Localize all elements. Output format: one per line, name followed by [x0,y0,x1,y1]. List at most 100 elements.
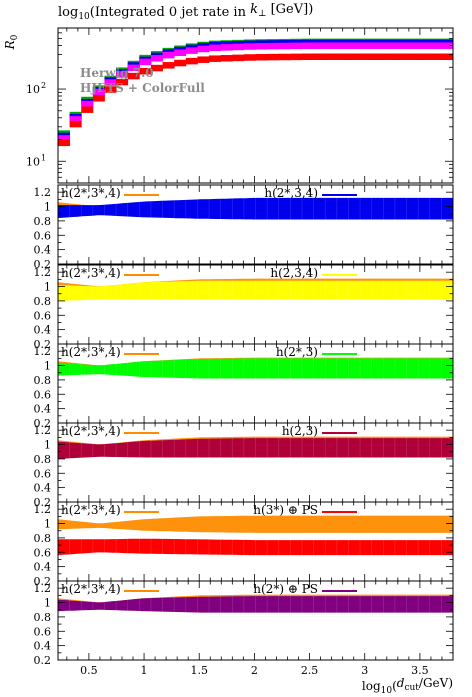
reference-band [58,515,453,533]
reference-legend-label: h(2*,3*,4) [61,345,121,359]
main-series-bar [301,53,314,61]
main-series-bar [185,47,198,54]
ratio-y-tick-label: 1.2 [34,424,52,437]
main-series-bar [301,42,314,49]
chart-title: log10(Integrated 0 jet rate in k⊥ [GeV]) [58,2,313,22]
ratio-y-tick-label: 0.2 [34,496,52,509]
series-legend-label: h(3*) ⊕ PS [253,503,318,517]
main-series-bar [278,53,291,61]
main-series-bar [325,53,338,60]
reference-legend-label: h(2*,3*,4) [61,503,121,517]
main-series-bar [278,42,291,50]
main-series-bar [92,95,105,102]
main-series-bar [255,53,268,61]
main-series-bar [360,53,373,60]
ratio-y-tick-label: 0.8 [34,215,52,228]
main-series-bar [383,42,396,49]
main-series-bar [150,64,163,72]
reference-legend-label: h(2*,3*,4) [61,424,121,438]
ratio-plot-background [58,344,453,423]
main-series-bar [348,53,361,60]
series-legend-label: h(2*,3) [276,345,318,359]
main-series-bar [104,79,117,86]
main-series-bar [313,53,326,60]
ratio-y-tick-label: 0.6 [34,388,52,401]
ratio-band [58,197,453,220]
x-tick-label: 1.5 [190,664,208,677]
main-series-bar [441,53,454,60]
main-series-bar [209,44,222,52]
main-series-bar [418,42,431,49]
ratio-y-tick-label: 0.2 [34,575,52,588]
main-series-bar [220,44,233,51]
ratio-y-tick-label: 0.6 [34,229,52,242]
main-series-bar [127,64,140,72]
x-tick-label: 1 [141,664,148,677]
series-legend-label: h(2,3) [282,424,318,438]
main-series-bar [360,42,373,49]
main-legend-entry: HJETS + ColorFull [80,81,205,95]
main-series-bar [81,106,94,113]
x-tick-label: 0.5 [80,664,98,677]
main-series-bar [441,42,454,49]
main-y-tick-label: 10 [26,83,40,96]
ratio-y-tick-label: 1 [44,439,51,452]
ratio-y-tick-label: 0.4 [34,482,52,495]
main-series-bar [418,53,431,60]
ratio-y-tick-label: 1.2 [34,345,52,358]
main-series-bar [174,59,187,67]
main-series-bar [394,42,407,49]
ratio-y-tick-label: 0.6 [34,625,52,638]
main-series-bar [116,71,129,78]
main-legend-entry: Herwig 7.0 [80,66,154,80]
ratio-y-tick-label: 0.6 [34,309,52,322]
main-series-bar [58,135,71,142]
main-series-bar [92,88,105,96]
main-series-bar [243,54,256,61]
ratio-y-tick-label: 1.2 [34,266,52,279]
main-series-bar [232,54,245,62]
main-series-bar [336,42,349,49]
main-series-bar [371,42,384,49]
main-series-bar [162,62,175,69]
main-series-bar [325,42,338,49]
ratio-plot-background [58,423,453,502]
main-series-bar [348,42,361,49]
ratio-panel-5: 0.20.4 0.60.81 1.2 h(2*,3*,4) h(3*) ⊕ PS [34,501,454,588]
ratio-y-tick-label: 0.2 [34,338,52,351]
ratio-plot-background [58,581,453,660]
ratio-y-tick-label: 0.4 [34,640,52,653]
ratio-y-tick-label: 1.2 [34,503,52,516]
main-series-bar [150,55,163,62]
main-series-bar [243,43,256,50]
ratio-y-tick-label: 1 [44,360,51,373]
main-series-bar [220,55,233,62]
series-legend-label: h(2*,3,4) [264,186,318,200]
main-series-bar [116,78,129,86]
main-series-bar [255,43,268,50]
main-y-tick-exponent: 1 [41,153,46,162]
main-series-bar [174,49,187,56]
main-series-bar [371,53,384,60]
main-series-bar [58,139,71,147]
ratio-panel-1: 0.20.4 0.60.81 1.2 h(2*,3*,4) h(2*,3,4) [34,184,454,271]
series-legend-label: h(2,3,4) [270,266,318,280]
main-series-bar [69,120,82,128]
ratio-y-tick-label: 0.4 [34,324,52,337]
main-series-2 [58,42,454,142]
main-series-bar [127,72,140,80]
main-series-bar [104,86,117,93]
main-series-bar [290,53,303,61]
ratio-band [58,438,453,459]
main-series-bar [139,67,152,75]
main-series-bar [209,55,222,62]
ratio-panel-3: 0.20.4 0.60.81 1.2 h(2*,3*,4) h(2*,3) [34,343,454,430]
main-series-bar [290,42,303,50]
ratio-panel-2: 0.20.4 0.60.81 1.2 h(2*,3*,4) h(2,3,4) [34,264,454,351]
ratio-plot-frame [57,184,454,265]
reference-legend-label: h(2*,3*,4) [61,582,121,596]
main-series-bar [429,42,442,49]
ratio-band [58,596,453,613]
